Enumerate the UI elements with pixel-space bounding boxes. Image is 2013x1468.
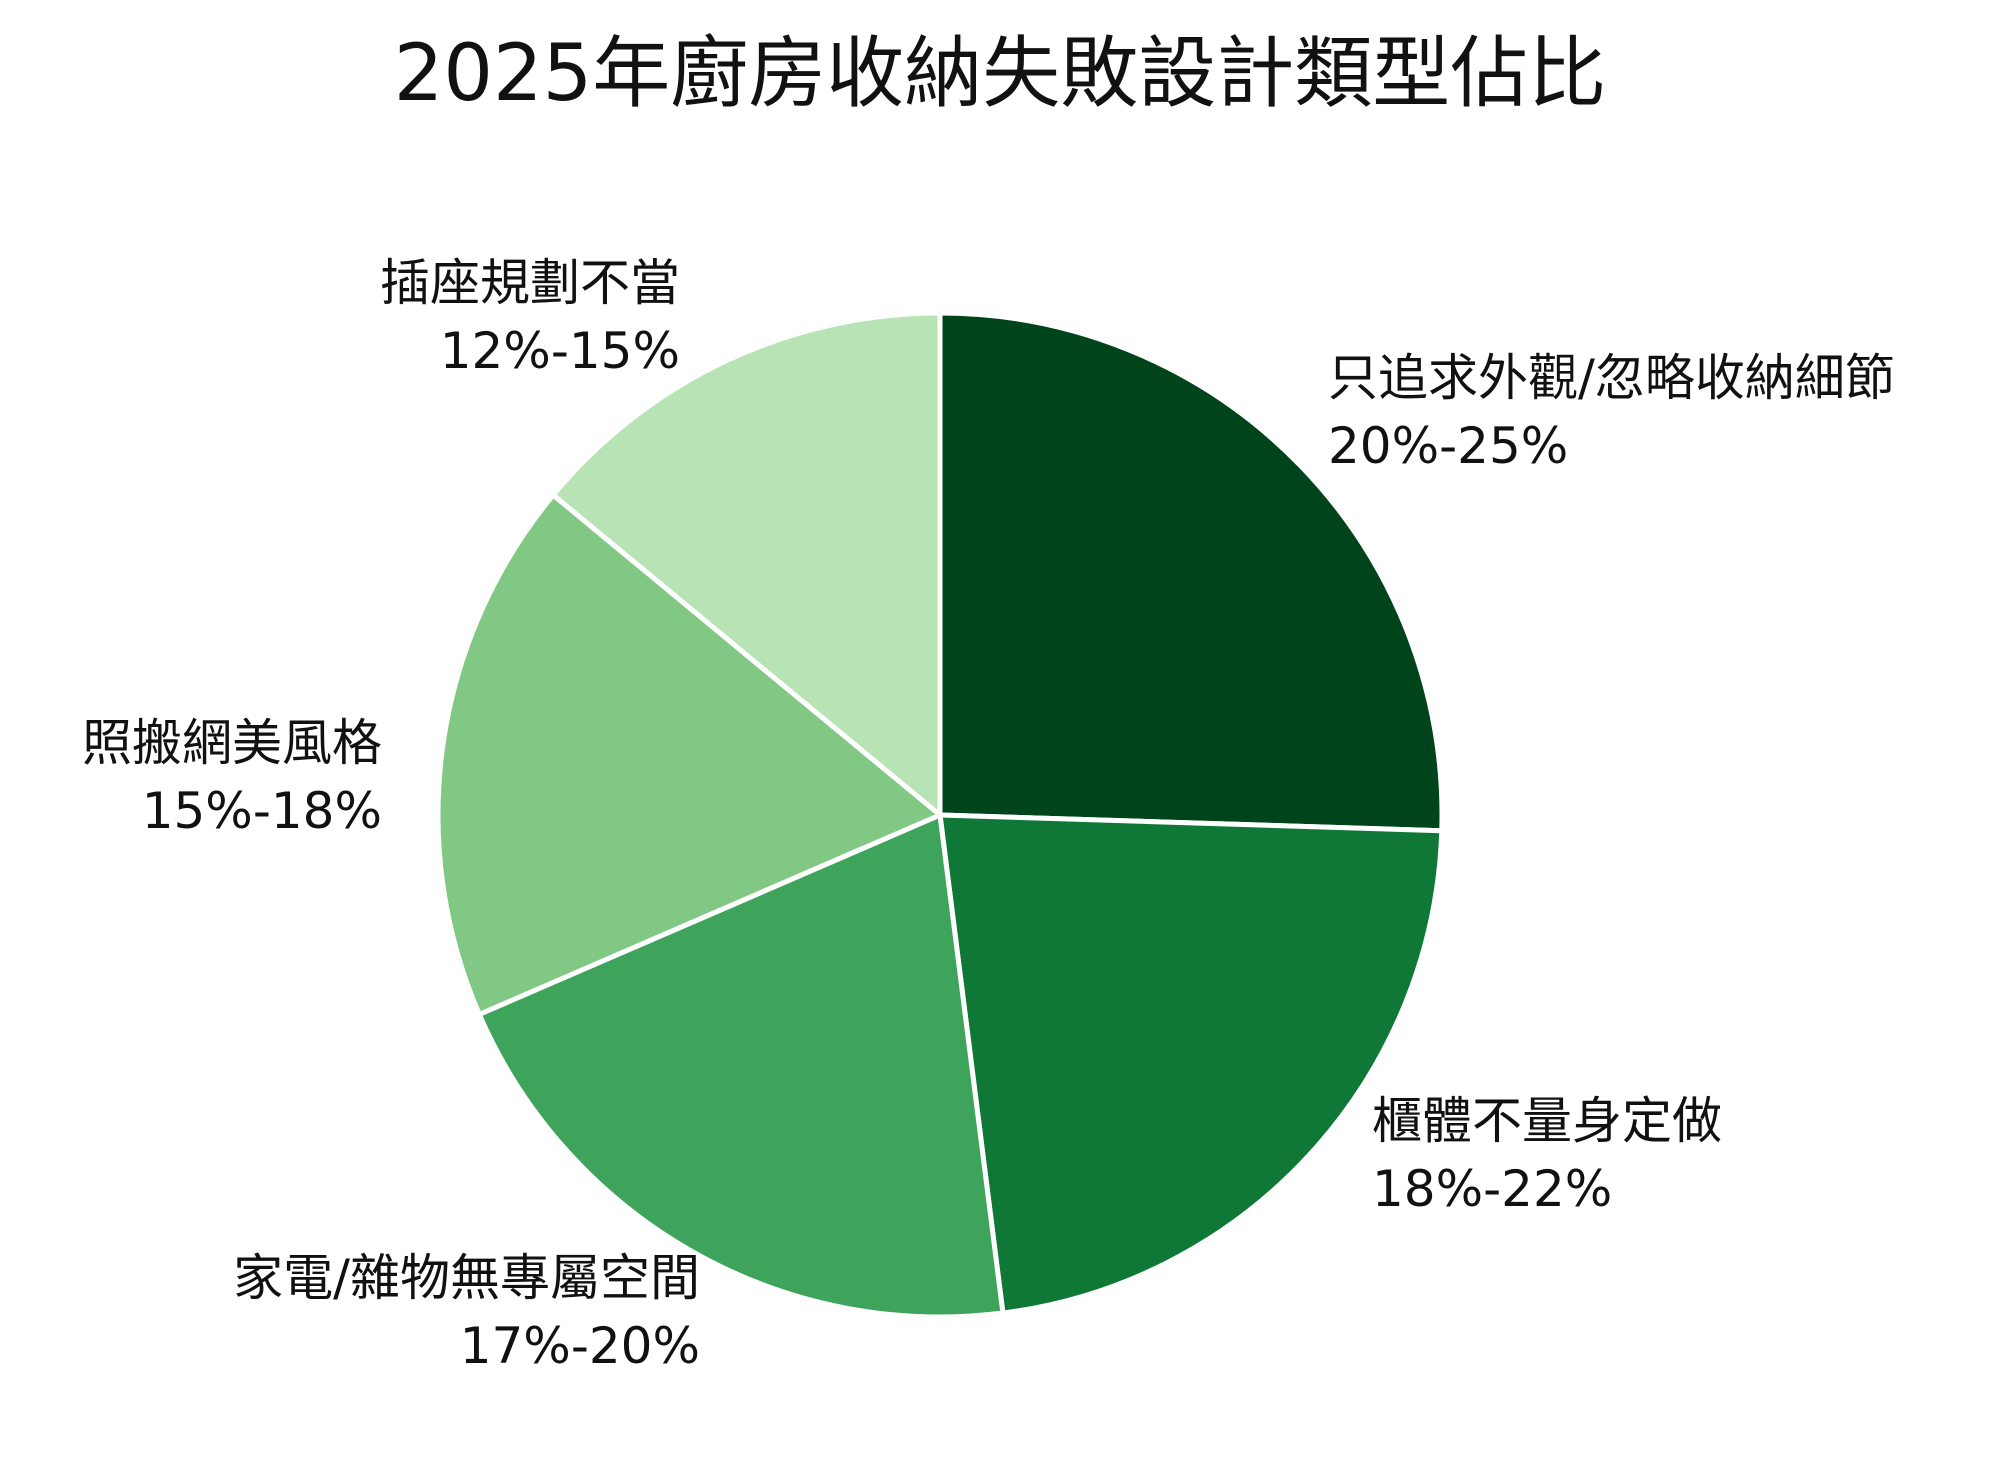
slice-label-4: 照搬網美風格 [82, 714, 382, 772]
pie-slice-4 [435, 492, 943, 1017]
slice-range-label-3: 17%-20% [460, 1317, 700, 1375]
slice-label-3: 家電/雜物無專屬空間 [233, 1249, 700, 1307]
slice-range-label-5: 12%-15% [440, 322, 680, 380]
pie-slice-5 [550, 310, 943, 818]
chart-title: 2025年廚房收納失敗設計類型佔比 [394, 29, 1607, 119]
pie-slices [435, 310, 1445, 1320]
slice-label-2: 櫃體不量身定做 [1372, 1092, 1722, 1150]
slice-range-label-2: 18%-22% [1372, 1160, 1612, 1218]
pie-slice-2 [937, 812, 1445, 1316]
slice-label-5: 插座規劃不當 [380, 254, 680, 312]
pie-labels: 只追求外觀/忽略收納細節 20%-25% 櫃體不量身定做 18%-22% 家電/雜物無專… [82, 254, 1895, 1375]
pie-slice-1 [937, 310, 1445, 834]
slice-range-label-1: 20%-25% [1328, 417, 1568, 475]
slice-label-1: 只追求外觀/忽略收納細節 [1328, 349, 1895, 407]
slice-range-label-4: 15%-18% [142, 782, 382, 840]
pie-slice-3 [476, 812, 1006, 1320]
